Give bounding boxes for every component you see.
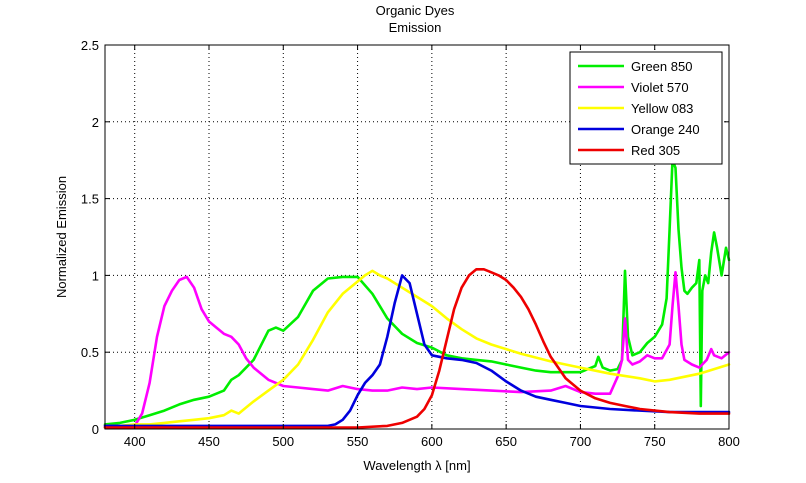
chart-subtitle: Emission — [389, 20, 442, 35]
series-line-orange-240 — [103, 274, 731, 428]
y-axis-label: Normalized Emission — [54, 176, 69, 298]
plot-frame — [104, 44, 730, 430]
legend-label: Yellow 083 — [631, 101, 693, 116]
x-tick-label: 500 — [272, 434, 294, 449]
x-axis-label: Wavelength λ [nm] — [363, 458, 470, 473]
x-tick-label: 450 — [198, 434, 220, 449]
legend-label: Red 305 — [631, 143, 680, 158]
y-tick-label: 1.5 — [81, 192, 99, 207]
legend-label: Orange 240 — [631, 122, 700, 137]
x-tick-label: 650 — [495, 434, 517, 449]
x-tick-label: 750 — [644, 434, 666, 449]
series-line-red-305 — [103, 267, 731, 429]
legend-label: Green 850 — [631, 59, 692, 74]
x-tick-label: 800 — [718, 434, 740, 449]
axis-ticks: 400 450 500 550 600 650 700 750 800 0 0.5 1 1.5 2 2.5 — [81, 38, 740, 449]
x-tick-label: 600 — [421, 434, 443, 449]
series-line-yellow-083 — [103, 269, 731, 429]
legend: Green 850 Violet 570 Yellow 083 Orange 240 R… — [569, 51, 723, 165]
series-line-violet-570 — [103, 270, 731, 428]
x-tick-label: 550 — [347, 434, 369, 449]
y-tick-label: 2.5 — [81, 38, 99, 53]
chart-title: Organic Dyes — [376, 3, 455, 18]
series-line-green-850 — [103, 158, 731, 426]
y-tick-label: 0 — [92, 422, 99, 437]
y-tick-label: 0.5 — [81, 345, 99, 360]
x-tick-label: 700 — [570, 434, 592, 449]
y-tick-label: 2 — [92, 115, 99, 130]
x-tick-label: 400 — [124, 434, 146, 449]
legend-label: Violet 570 — [631, 80, 689, 95]
y-tick-label: 1 — [92, 268, 99, 283]
series-lines — [103, 158, 731, 429]
